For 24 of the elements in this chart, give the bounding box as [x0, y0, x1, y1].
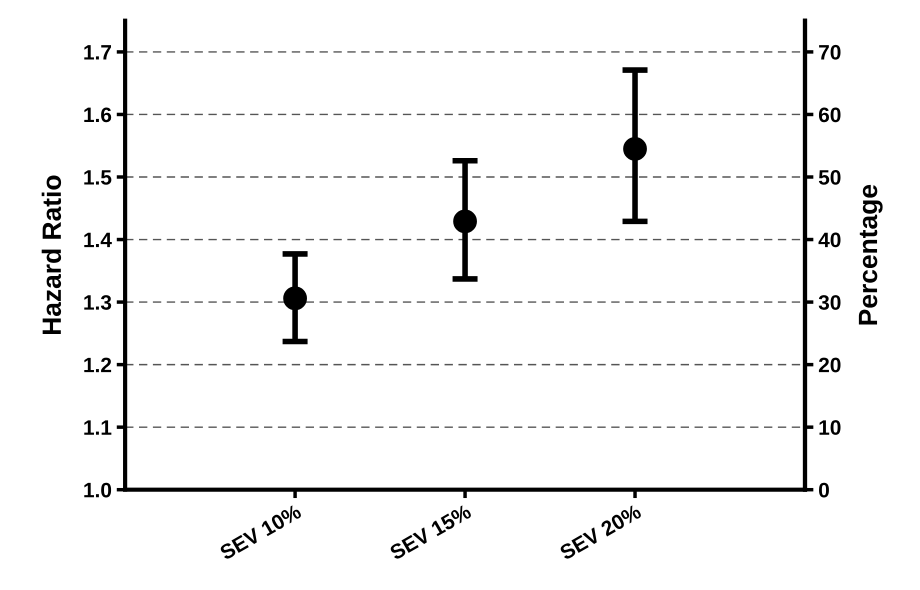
y2-tick-label: 20: [818, 358, 841, 372]
y2-tick-label: 30: [818, 295, 841, 310]
y-tick-label: 1.1: [84, 420, 112, 435]
y-tick-label: 1.2: [84, 358, 112, 372]
y-tick-label: 1.0: [84, 482, 112, 498]
y-tick-label: 1.6: [84, 107, 112, 122]
y2-tick-label: 70: [819, 44, 841, 60]
y-tick-label: 1.4: [84, 232, 112, 248]
x-tick-label: SEV 20%: [558, 504, 642, 560]
y2-axis-title: Percentage: [858, 184, 883, 325]
y-tick-label: 1.3: [84, 295, 112, 310]
y2-tick-label: 10: [820, 420, 841, 435]
y2-tick-label: 60: [818, 107, 841, 122]
x-tick-label: SEV 10%: [218, 504, 302, 560]
x-tick-label: SEV 15%: [388, 504, 472, 560]
y2-tick-label: 50: [818, 170, 841, 185]
point: [453, 210, 477, 234]
y2-tick-label: 0: [819, 482, 829, 498]
y-axis-title: Hazard Ratio: [42, 176, 62, 334]
point: [283, 286, 307, 310]
y-tick-label: 1.5: [84, 170, 112, 185]
y2-tick-label: 40: [818, 232, 841, 248]
y-tick-label: 1.7: [84, 45, 112, 60]
point: [623, 136, 647, 161]
